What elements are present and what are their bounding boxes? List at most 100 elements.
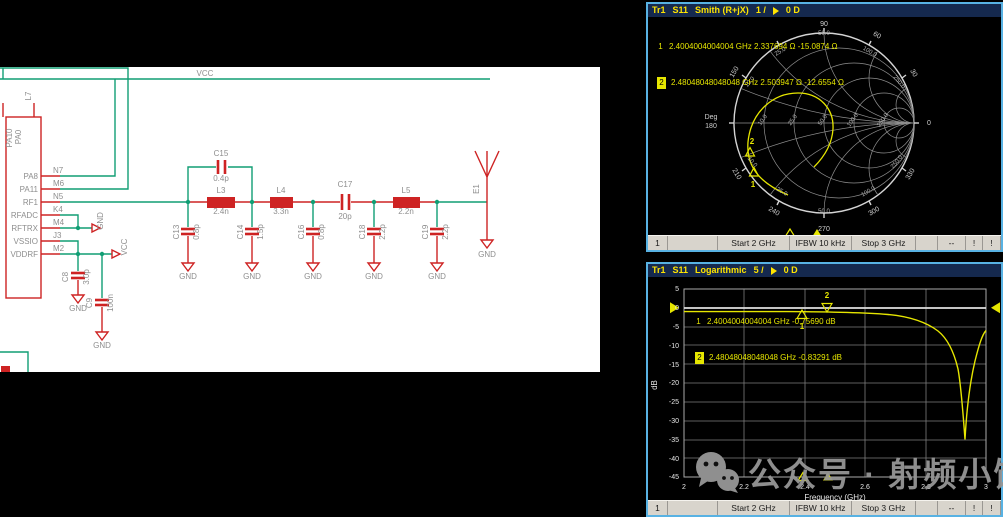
log-plot-area[interactable]: 1 2.4004004004004 GHz -0.75690 dB 2 2.48… [648,277,1001,500]
smith-titlebar[interactable]: Tr1 S11 Smith (R+jX) 1 / 0 D [648,4,1001,17]
statusbar-cell[interactable]: ! [983,501,1001,515]
inductor-L4 [252,197,313,208]
marker-number: 1 [658,42,663,51]
label: 3 [984,484,988,491]
label: GND [96,212,105,230]
label: VDDRF [10,250,38,259]
axis-marker-2[interactable] [823,472,833,481]
label: 2.2p [378,224,387,240]
statusbar-cell[interactable]: IFBW 10 kHz [790,501,852,515]
label: 100.0 [861,46,878,59]
statusbar-cell[interactable]: Start 2 GHz [718,236,790,250]
statusbar-cell[interactable]: Stop 3 GHz [852,501,916,515]
label: 100.0 [860,185,877,198]
ref-level-indicator-right[interactable] [991,302,1000,314]
axis-marker-2[interactable] [812,229,822,235]
axis-marker-1[interactable] [796,471,810,482]
marker-1-handle[interactable] [795,308,809,320]
label: 2 [750,137,755,146]
statusbar-cell[interactable]: IFBW 10 kHz [790,236,852,250]
smith-chart-panel[interactable]: Tr1 S11 Smith (R+jX) 1 / 0 D 1 2.4004004… [646,2,1003,252]
label: -40 [669,456,679,463]
label: L7 [24,91,33,100]
label: 2 [825,291,830,300]
label: 60 [872,31,882,41]
schematic-panel: VCC L7 PA10 PA0 PA8 PA11 RF1 RFADC RFTRX VSSIO VDD… [0,67,600,372]
log-titlebar[interactable]: Tr1 S11 Logarithmic 5 / 0 D [648,264,1001,277]
label: L5 [402,186,411,195]
statusbar-cell[interactable] [916,501,938,515]
label: 0.4p [213,174,229,183]
smith-statusbar[interactable]: 1 Start 2 GHz IFBW 10 kHz Stop 3 GHz --!! [648,235,1001,250]
format-label: Smith (R+jX) [695,5,749,15]
capacitor-C18 [366,227,382,273]
label: 25.0 [774,46,788,57]
label: 5 [675,286,679,293]
log-mag-panel[interactable]: Tr1 S11 Logarithmic 5 / 0 D 1 2.40040040… [646,262,1003,517]
label: -20 [669,380,679,387]
s11-smith-trace [747,92,834,196]
log-marker-readouts: 1 2.4004004004004 GHz -0.75690 dB 2 2.48… [695,292,842,388]
marker-2-handle[interactable] [744,146,756,157]
label: GND [304,272,322,281]
label: K4 [53,205,63,214]
label: C8 [61,271,70,282]
label: PA8 [23,172,38,181]
vcc-flag-right [111,248,122,260]
label: 1 [751,180,756,189]
wechat-icon [696,452,739,493]
log-statusbar[interactable]: 1 Start 2 GHz IFBW 10 kHz Stop 3 GHz --!! [648,500,1001,515]
label: E1 [472,184,481,194]
label: 2.6 [860,484,870,491]
statusbar-cell[interactable]: ! [983,236,1001,250]
statusbar-cell[interactable]: Start 2 GHz [718,501,790,515]
statusbar-cell[interactable]: ! [966,236,983,250]
statusbar-cell[interactable]: 1 [648,236,668,250]
label: PA10 [5,128,14,148]
label: GND [428,272,446,281]
label: GND [478,250,496,259]
label: RF1 [23,198,39,207]
statusbar-cell[interactable]: Stop 3 GHz [852,236,916,250]
crystal-Y2-fragment [1,366,10,372]
statusbar-cell[interactable]: 1 [648,501,668,515]
label: 240 [767,206,781,218]
smith-plot-area[interactable]: 1 2.4004004004004 GHz 2.337694 Ω -15.087… [648,17,1001,235]
label: C16 [297,224,306,239]
statusbar-cell[interactable] [916,236,938,250]
marker-1-handle[interactable] [748,166,760,177]
label: 330 [905,167,917,181]
label: 2.4n [213,207,229,216]
label: VCC [120,238,129,255]
label: 270 [818,226,830,233]
statusbar-cell[interactable]: -- [938,501,966,515]
marker-number-active: 2 [657,77,666,89]
ref-level-indicator-left[interactable] [670,302,679,314]
label: C14 [236,224,245,239]
label: M2 [53,244,65,253]
statusbar-cell[interactable] [668,236,718,250]
s-parameter: S11 [672,5,689,15]
marker-readout-2: 2 2.48048048048048 GHz 2.503947 Ω -12.65… [657,77,844,89]
label: C19 [421,224,430,239]
antenna-E1 [474,150,500,250]
ic-symbol [2,103,60,299]
label: 210 [730,167,742,181]
s-parameter: S11 [672,265,689,275]
ref-level: 0 D [785,5,800,15]
statusbar-cell[interactable] [668,501,718,515]
label: 2 [682,484,686,491]
label: 2.4 [800,484,810,491]
label: 3.0p [82,269,91,285]
label: 2.2n [398,207,414,216]
label: C18 [358,224,367,239]
ref-level: 0 D [783,265,798,275]
label: 10.0 [746,156,759,169]
marker-2-handle[interactable] [820,302,834,314]
statusbar-cell[interactable]: -- [938,236,966,250]
axis-marker-1[interactable] [785,227,795,235]
statusbar-cell[interactable]: ! [966,501,983,515]
capacitor-C17 [313,194,374,210]
watermark-text: 公众号 · 射频小馆 [748,456,1003,493]
